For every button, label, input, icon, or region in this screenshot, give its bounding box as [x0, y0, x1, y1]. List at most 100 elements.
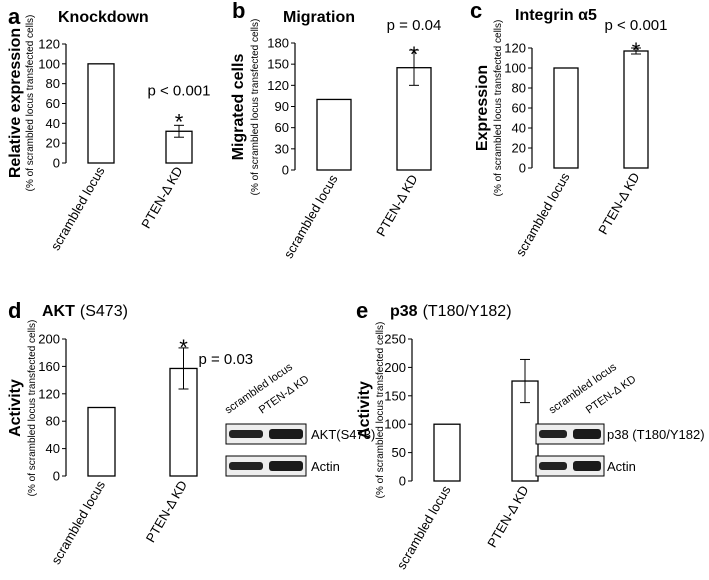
- blot-band-label: p38 (T180/Y182): [607, 427, 705, 442]
- x-category-label: scrambled locus: [394, 483, 454, 572]
- y-tick-label: 80: [512, 81, 526, 96]
- y-tick-label: 0: [519, 161, 526, 176]
- y-tick-label: 200: [38, 332, 60, 347]
- y-tick-label: 60: [46, 96, 60, 111]
- y-tick-label: 250: [384, 332, 406, 347]
- chart-title: p38 (T180/Y182): [390, 303, 512, 320]
- blot-band-scrambled: [539, 462, 567, 470]
- x-category-label: scrambled locus: [513, 170, 573, 259]
- y-tick-label: 60: [512, 101, 526, 116]
- x-category-label: scrambled locus: [48, 478, 108, 567]
- panel-e: e p38 (T180/Y182) Activity (% of scrambled l…: [356, 298, 705, 572]
- y-tick-label: 40: [512, 121, 526, 136]
- blot-band-pten-kd: [573, 461, 601, 471]
- blot-band-label: Actin: [311, 459, 340, 474]
- y-axis-label: Migrated cells: [230, 54, 247, 161]
- y-axis-label: Relative expression: [7, 28, 24, 178]
- y-tick-label: 20: [46, 136, 60, 151]
- y-tick-label: 120: [504, 41, 526, 56]
- y-tick-label: 20: [512, 141, 526, 156]
- chart-title: Integrin α5: [515, 7, 597, 24]
- panel-d: d AKT (S473)Activity (% of scrambled locus …: [7, 298, 375, 567]
- p-value-label: p < 0.001: [148, 82, 211, 99]
- panel-label: c: [470, 0, 482, 23]
- bar-scrambled: [316, 98, 352, 171]
- panel-label: e: [356, 298, 368, 323]
- significance-star: *: [179, 335, 188, 360]
- chart-title: AKT (S473): [42, 303, 128, 320]
- x-category-label: PTEN-Δ KD: [373, 172, 420, 239]
- chart-title: Migration: [283, 9, 355, 26]
- y-tick-label: 150: [267, 57, 289, 72]
- chart-title-main: Integrin α5: [515, 7, 597, 24]
- y-axis-sublabel: (% of scrambled locus transfected cells): [493, 20, 504, 197]
- x-category-label: PTEN-Δ KD: [143, 478, 190, 545]
- chart-title-main: Knockdown: [58, 9, 149, 26]
- chart-title-main: p38: [390, 303, 418, 320]
- y-axis-sublabel: (% of scrambled locus transfected cells): [250, 19, 261, 196]
- y-tick-label: 40: [46, 441, 60, 456]
- x-category-label: scrambled locus: [281, 172, 341, 261]
- blot-band-pten-kd: [269, 461, 303, 471]
- panel-label: b: [232, 0, 245, 23]
- blot-band-label: Actin: [607, 459, 636, 474]
- chart-title-sub: (S473): [80, 303, 128, 320]
- y-tick-label: 120: [38, 386, 60, 401]
- panel-c: c Integrin α5 Expression (% of scrambled lo…: [470, 0, 667, 259]
- p-value-label: p < 0.001: [605, 17, 668, 34]
- panel-a: a Knockdown Relative expression (% of scram…: [7, 4, 210, 253]
- panel-label: a: [8, 4, 21, 29]
- significance-star: *: [632, 38, 641, 63]
- significance-star: *: [175, 109, 184, 134]
- significance-star: *: [410, 42, 419, 67]
- bar-scrambled: [553, 67, 579, 169]
- y-tick-label: 200: [384, 360, 406, 375]
- chart-title-sub: (T180/Y182): [423, 303, 512, 320]
- y-tick-label: 160: [38, 359, 60, 374]
- p-value-label: p = 0.03: [199, 351, 254, 368]
- x-category-label: PTEN-Δ KD: [595, 170, 642, 237]
- blot-band-scrambled: [539, 430, 567, 438]
- y-axis-sublabel: (% of scrambled locus transfected cells): [27, 320, 38, 497]
- y-axis-label: Activity: [356, 381, 373, 439]
- y-tick-label: 80: [46, 414, 60, 429]
- blot-band-label: AKT(S473): [311, 427, 375, 442]
- y-tick-label: 0: [399, 474, 406, 489]
- y-axis-label: Activity: [7, 379, 24, 437]
- y-tick-label: 50: [392, 445, 406, 460]
- bar-scrambled: [87, 63, 115, 164]
- y-axis-sublabel: (% of scrambled locus transfected cells): [375, 322, 386, 499]
- x-category-label: PTEN-Δ KD: [484, 483, 531, 550]
- y-tick-label: 180: [267, 36, 289, 51]
- chart-title-main: Migration: [283, 9, 355, 26]
- y-tick-label: 30: [275, 141, 289, 156]
- blot-band-scrambled: [229, 462, 263, 470]
- bar-pten-kd: [623, 50, 649, 169]
- chart-title: Knockdown: [58, 9, 149, 26]
- y-tick-label: 150: [384, 388, 406, 403]
- y-tick-label: 60: [275, 120, 289, 135]
- y-tick-label: 40: [46, 116, 60, 131]
- y-tick-label: 0: [53, 469, 60, 484]
- y-tick-label: 80: [46, 76, 60, 91]
- y-tick-label: 100: [38, 56, 60, 71]
- chart-title-main: AKT: [42, 303, 75, 320]
- y-tick-label: 120: [267, 78, 289, 93]
- y-tick-label: 90: [275, 99, 289, 114]
- p-value-label: p = 0.04: [387, 17, 442, 34]
- blot-band-scrambled: [229, 430, 263, 438]
- y-tick-label: 100: [384, 417, 406, 432]
- blot-band-pten-kd: [269, 429, 303, 439]
- bar-scrambled: [87, 406, 116, 477]
- blot-band-pten-kd: [573, 429, 601, 439]
- bar-scrambled: [433, 423, 461, 482]
- y-tick-label: 0: [53, 156, 60, 171]
- y-tick-label: 0: [282, 163, 289, 178]
- panel-b: b Migration Migrated cells (% of scrambled …: [230, 0, 441, 261]
- y-axis-label: Expression: [474, 65, 491, 151]
- x-category-label: PTEN-Δ KD: [138, 164, 185, 231]
- x-category-label: scrambled locus: [48, 164, 108, 253]
